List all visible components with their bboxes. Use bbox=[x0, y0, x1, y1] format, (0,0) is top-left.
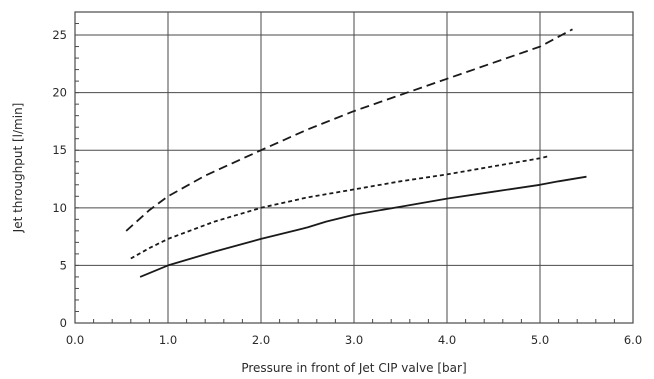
x-tick-label: 2.0 bbox=[252, 333, 270, 347]
grid bbox=[75, 12, 633, 323]
x-tick-label: 0.0 bbox=[66, 333, 84, 347]
x-tick-label: 1.0 bbox=[159, 333, 177, 347]
x-tick-label: 6.0 bbox=[624, 333, 642, 347]
y-tick-label: 25 bbox=[52, 28, 67, 42]
series-line-short-dash bbox=[130, 155, 550, 260]
x-tick-label: 3.0 bbox=[345, 333, 363, 347]
y-tick-label: 15 bbox=[52, 143, 67, 157]
y-tick-label: 10 bbox=[52, 201, 67, 215]
tick-marks bbox=[75, 23, 615, 323]
y-tick-labels: 0 5 10 15 20 25 bbox=[52, 28, 67, 330]
y-tick-label: 0 bbox=[60, 316, 67, 330]
series-line-solid bbox=[139, 175, 587, 278]
y-tick-label: 20 bbox=[52, 86, 67, 100]
series-group bbox=[125, 28, 587, 278]
series-line-long-dash bbox=[125, 28, 573, 232]
x-axis-label: Pressure in front of Jet CIP valve [bar] bbox=[241, 361, 466, 375]
x-tick-label: 5.0 bbox=[531, 333, 549, 347]
y-tick-label: 5 bbox=[60, 258, 67, 272]
x-tick-label: 4.0 bbox=[438, 333, 456, 347]
x-tick-labels: 0.0 1.0 2.0 3.0 4.0 5.0 6.0 bbox=[66, 333, 642, 347]
y-axis-label: Jet throughput [l/min] bbox=[11, 103, 25, 234]
